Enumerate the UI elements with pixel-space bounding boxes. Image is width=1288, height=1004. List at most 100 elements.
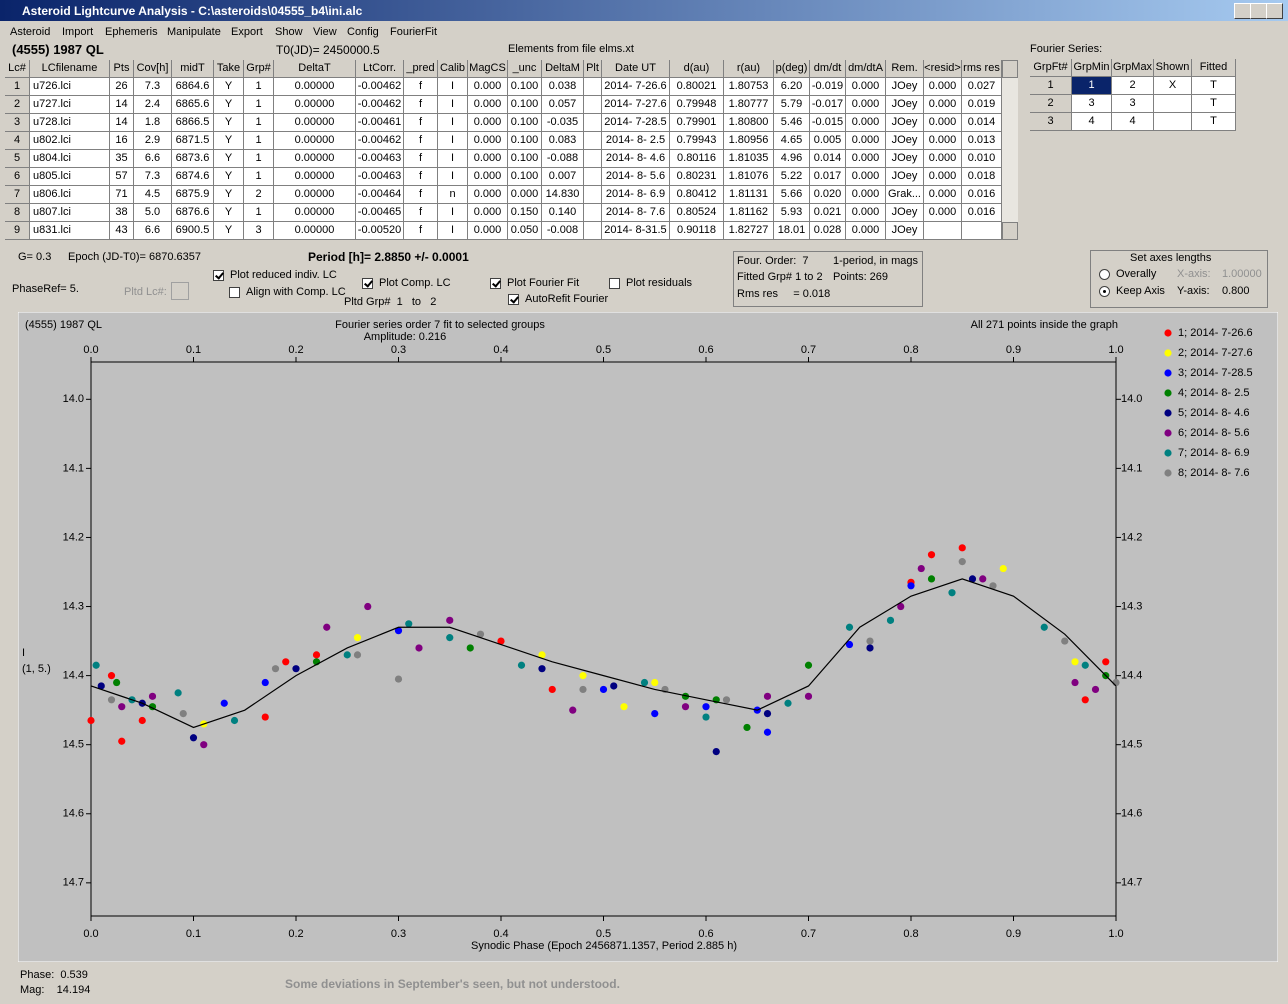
table-cell[interactable]: -0.00465 [356, 204, 404, 222]
table-cell[interactable]: 6.6 [134, 150, 172, 168]
table-cell[interactable]: 0.000 [924, 204, 962, 222]
table-cell[interactable]: 6871.5 [172, 132, 214, 150]
table-cell[interactable]: 26 [110, 78, 134, 96]
table-cell[interactable]: 1.80800 [724, 114, 774, 132]
table-cell[interactable]: 0.016 [962, 204, 1002, 222]
table-cell[interactable]: 0.050 [508, 222, 542, 240]
table-cell[interactable]: f [404, 114, 438, 132]
menu-item[interactable]: Asteroid [10, 26, 51, 38]
table-cell[interactable]: u727.lci [30, 96, 110, 114]
table-cell[interactable]: 0.000 [468, 150, 508, 168]
table-cell[interactable]: 6874.6 [172, 168, 214, 186]
scrollbar[interactable] [1002, 60, 1018, 240]
table-cell[interactable]: 0.00000 [274, 132, 356, 150]
table-cell[interactable]: 2014- 8- 4.6 [602, 150, 670, 168]
table-cell[interactable]: T [1192, 95, 1236, 113]
table-cell[interactable]: 0.000 [924, 78, 962, 96]
table-cell[interactable]: I [438, 222, 468, 240]
table-cell[interactable]: 1 [244, 78, 274, 96]
table-cell[interactable] [962, 222, 1002, 240]
menu-item[interactable]: Export [231, 26, 263, 38]
table-cell[interactable]: 5.22 [774, 168, 810, 186]
table-cell[interactable]: 43 [110, 222, 134, 240]
menu-item[interactable]: View [313, 26, 337, 38]
table-cell[interactable] [584, 222, 602, 240]
scroll-up[interactable] [1002, 60, 1018, 78]
table-cell[interactable]: 0.000 [924, 150, 962, 168]
table-cell[interactable]: 0.000 [468, 204, 508, 222]
table-cell[interactable]: 7.3 [134, 168, 172, 186]
table-cell[interactable]: 0.100 [508, 114, 542, 132]
table-cell[interactable]: -0.00463 [356, 150, 404, 168]
table-cell[interactable]: 9 [5, 222, 30, 240]
table-cell[interactable]: f [404, 132, 438, 150]
table-cell[interactable]: T [1192, 77, 1236, 95]
table-cell[interactable]: T [1192, 113, 1236, 131]
close-button[interactable] [1266, 3, 1283, 19]
table-cell[interactable]: 1 [244, 114, 274, 132]
table-cell[interactable]: -0.088 [542, 150, 584, 168]
table-cell[interactable] [584, 168, 602, 186]
table-cell[interactable]: 0.000 [468, 132, 508, 150]
table-cell[interactable] [584, 96, 602, 114]
table-cell[interactable] [584, 186, 602, 204]
table-cell[interactable]: 6865.6 [172, 96, 214, 114]
table-cell[interactable]: 2014- 8- 5.6 [602, 168, 670, 186]
table-cell[interactable]: 14 [110, 96, 134, 114]
table-cell[interactable]: u806.lci [30, 186, 110, 204]
table-cell[interactable]: 38 [110, 204, 134, 222]
table-cell[interactable]: 6875.9 [172, 186, 214, 204]
table-cell[interactable]: 7.3 [134, 78, 172, 96]
table-cell[interactable]: 0.013 [962, 132, 1002, 150]
table-cell[interactable]: I [438, 96, 468, 114]
table-cell[interactable]: 6873.6 [172, 150, 214, 168]
scroll-down[interactable] [1002, 222, 1018, 240]
table-cell[interactable]: JOey [886, 204, 924, 222]
table-cell[interactable]: Y [214, 186, 244, 204]
table-cell[interactable]: 2.9 [134, 132, 172, 150]
table-cell[interactable]: 1 [1072, 77, 1112, 95]
table-cell[interactable]: 3 [1072, 95, 1112, 113]
table-cell[interactable]: 0.018 [962, 168, 1002, 186]
table-cell[interactable]: Y [214, 150, 244, 168]
table-cell[interactable] [1154, 95, 1192, 113]
table-cell[interactable]: 0.000 [468, 114, 508, 132]
table-cell[interactable]: 1.82727 [724, 222, 774, 240]
table-cell[interactable]: 0.000 [468, 168, 508, 186]
table-cell[interactable]: 0.000 [924, 114, 962, 132]
table-cell[interactable]: f [404, 168, 438, 186]
table-cell[interactable]: u805.lci [30, 168, 110, 186]
table-cell[interactable]: 2014- 7-28.5 [602, 114, 670, 132]
table-cell[interactable]: -0.00462 [356, 96, 404, 114]
checkbox[interactable] [508, 294, 519, 305]
table-cell[interactable]: 0.00000 [274, 114, 356, 132]
table-cell[interactable]: 1 [1030, 77, 1072, 95]
table-cell[interactable]: Y [214, 132, 244, 150]
table-cell[interactable]: -0.00461 [356, 114, 404, 132]
table-cell[interactable]: 7 [5, 186, 30, 204]
table-cell[interactable]: u831.lci [30, 222, 110, 240]
table-cell[interactable]: JOey [886, 222, 924, 240]
table-cell[interactable] [584, 114, 602, 132]
table-cell[interactable]: f [404, 204, 438, 222]
table-cell[interactable]: 0.80524 [670, 204, 724, 222]
table-cell[interactable]: 6.20 [774, 78, 810, 96]
table-cell[interactable]: I [438, 168, 468, 186]
table-cell[interactable]: 5.46 [774, 114, 810, 132]
table-cell[interactable]: 2014- 8- 6.9 [602, 186, 670, 204]
table-cell[interactable]: -0.015 [810, 114, 846, 132]
table-cell[interactable]: I [438, 204, 468, 222]
table-cell[interactable]: 0.014 [962, 114, 1002, 132]
checkbox[interactable] [362, 278, 373, 289]
table-cell[interactable]: -0.017 [810, 96, 846, 114]
table-cell[interactable]: 0.000 [508, 186, 542, 204]
table-cell[interactable]: 0.007 [542, 168, 584, 186]
table-cell[interactable]: 0.016 [962, 186, 1002, 204]
table-cell[interactable]: Y [214, 204, 244, 222]
table-cell[interactable]: 3 [1030, 113, 1072, 131]
table-cell[interactable]: 2 [1112, 77, 1154, 95]
table-cell[interactable]: 2 [5, 96, 30, 114]
table-cell[interactable]: 0.000 [846, 132, 886, 150]
table-cell[interactable]: JOey [886, 114, 924, 132]
table-cell[interactable]: 4.96 [774, 150, 810, 168]
